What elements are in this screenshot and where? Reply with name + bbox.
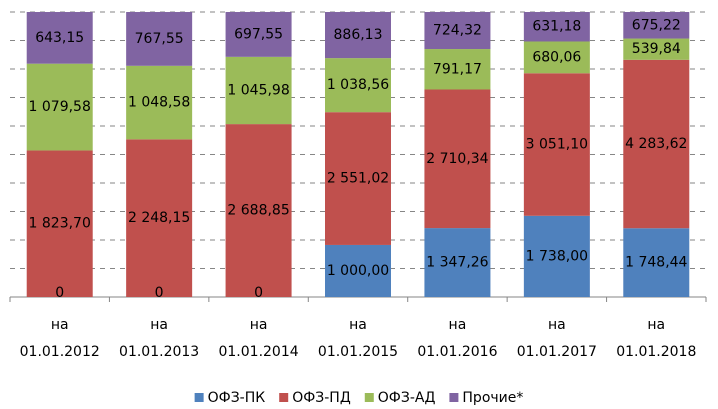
bar-segment xyxy=(26,63,93,151)
x-tick-label: на 01.01.2013 xyxy=(119,317,199,360)
bar-segment xyxy=(623,59,690,229)
data-label: 0 xyxy=(155,285,164,301)
legend: ОФЗ-ПК ОФЗ-ПД ОФЗ-АД Прочие* xyxy=(194,390,523,406)
legend-swatch xyxy=(194,393,204,402)
data-label: 1 347,26 xyxy=(426,255,488,271)
x-tick-label: на 01.01.2018 xyxy=(616,317,696,360)
x-tick-label-line: 01.01.2017 xyxy=(517,344,597,360)
x-tick-label-line: на xyxy=(548,317,566,333)
bar-segment xyxy=(325,12,391,59)
bar-segment xyxy=(225,12,292,57)
bar-segment xyxy=(225,56,292,125)
data-label: 2 248,15 xyxy=(128,210,190,226)
bar-segment xyxy=(26,12,93,64)
bar-segment xyxy=(424,49,491,90)
x-tick-label-line: на xyxy=(150,317,168,333)
bar-segment xyxy=(325,58,391,113)
data-label: 2 688,85 xyxy=(227,203,289,219)
data-label: 675,22 xyxy=(632,17,681,33)
x-tick-label: на 01.01.2015 xyxy=(318,317,398,360)
data-label: 1 748,44 xyxy=(625,255,687,271)
x-tick-label-line: на xyxy=(449,317,467,333)
x-tick-label-line: 01.01.2014 xyxy=(218,344,298,360)
legend-swatch xyxy=(279,393,289,402)
data-label: 791,17 xyxy=(433,61,482,77)
bar-segment xyxy=(623,12,690,39)
data-label: 4 283,62 xyxy=(625,136,687,152)
legend-label: ОФЗ-ПК xyxy=(208,390,266,406)
bar-segment xyxy=(126,65,193,140)
bar-segment xyxy=(523,73,590,216)
x-tick-label-line: 01.01.2016 xyxy=(417,344,497,360)
x-tick-label: на 01.01.2017 xyxy=(517,317,597,360)
data-label: 1 000,00 xyxy=(327,263,389,279)
data-label: 0 xyxy=(55,285,64,301)
legend-label: Прочие* xyxy=(462,390,523,406)
bar-segment xyxy=(126,139,193,297)
bar-segment xyxy=(623,38,690,60)
data-label: 1 048,58 xyxy=(128,95,190,111)
data-label: 680,06 xyxy=(532,49,581,65)
x-tick-label-line: на xyxy=(250,317,268,333)
x-tick-label: на 01.01.2014 xyxy=(218,317,298,360)
legend-swatch xyxy=(449,393,459,402)
x-tick-label-line: 01.01.2012 xyxy=(20,344,100,360)
x-tick-label: на 01.01.2012 xyxy=(20,317,100,360)
bar-segment xyxy=(623,228,690,297)
bar-segment xyxy=(325,244,391,297)
data-label: 1 738,00 xyxy=(526,248,588,264)
x-tick-label-line: 01.01.2018 xyxy=(616,344,696,360)
data-label: 2 551,02 xyxy=(327,171,389,187)
legend-label: ОФЗ-ПД xyxy=(292,390,351,406)
data-label: 1 079,58 xyxy=(29,99,91,115)
data-label: 539,84 xyxy=(632,41,681,57)
x-tick-label-line: 01.01.2013 xyxy=(119,344,199,360)
x-tick-label-line: на xyxy=(51,317,69,333)
data-label: 886,13 xyxy=(334,27,383,43)
data-label: 1 823,70 xyxy=(29,216,91,232)
bar-segment xyxy=(424,89,491,229)
legend-swatch xyxy=(364,393,374,402)
data-label: 1 038,56 xyxy=(327,77,389,93)
data-label: 631,18 xyxy=(532,19,581,35)
data-label: 697,55 xyxy=(234,26,283,42)
bar-segment xyxy=(523,12,590,42)
bar-segment xyxy=(523,41,590,74)
bar-segment xyxy=(424,12,491,50)
bar-segment xyxy=(325,112,391,245)
data-label: 1 045,98 xyxy=(227,82,289,98)
legend-label: ОФЗ-АД xyxy=(378,390,436,406)
bar-segment xyxy=(126,12,193,66)
data-label: 0 xyxy=(254,285,263,301)
data-label: 767,55 xyxy=(135,31,184,47)
x-tick-label-line: на xyxy=(349,317,367,333)
data-label: 643,15 xyxy=(35,30,84,46)
x-tick-label-line: 01.01.2015 xyxy=(318,344,398,360)
bar-segment xyxy=(523,215,590,297)
data-label: 724,32 xyxy=(433,23,482,39)
bar-segment xyxy=(424,228,491,297)
data-label: 3 051,10 xyxy=(526,137,588,153)
bar-segment xyxy=(225,124,292,297)
data-label: 2 710,34 xyxy=(426,151,488,167)
x-tick-label: на 01.01.2016 xyxy=(417,317,497,360)
x-tick-label-line: на xyxy=(647,317,665,333)
bar-segment xyxy=(26,150,93,297)
